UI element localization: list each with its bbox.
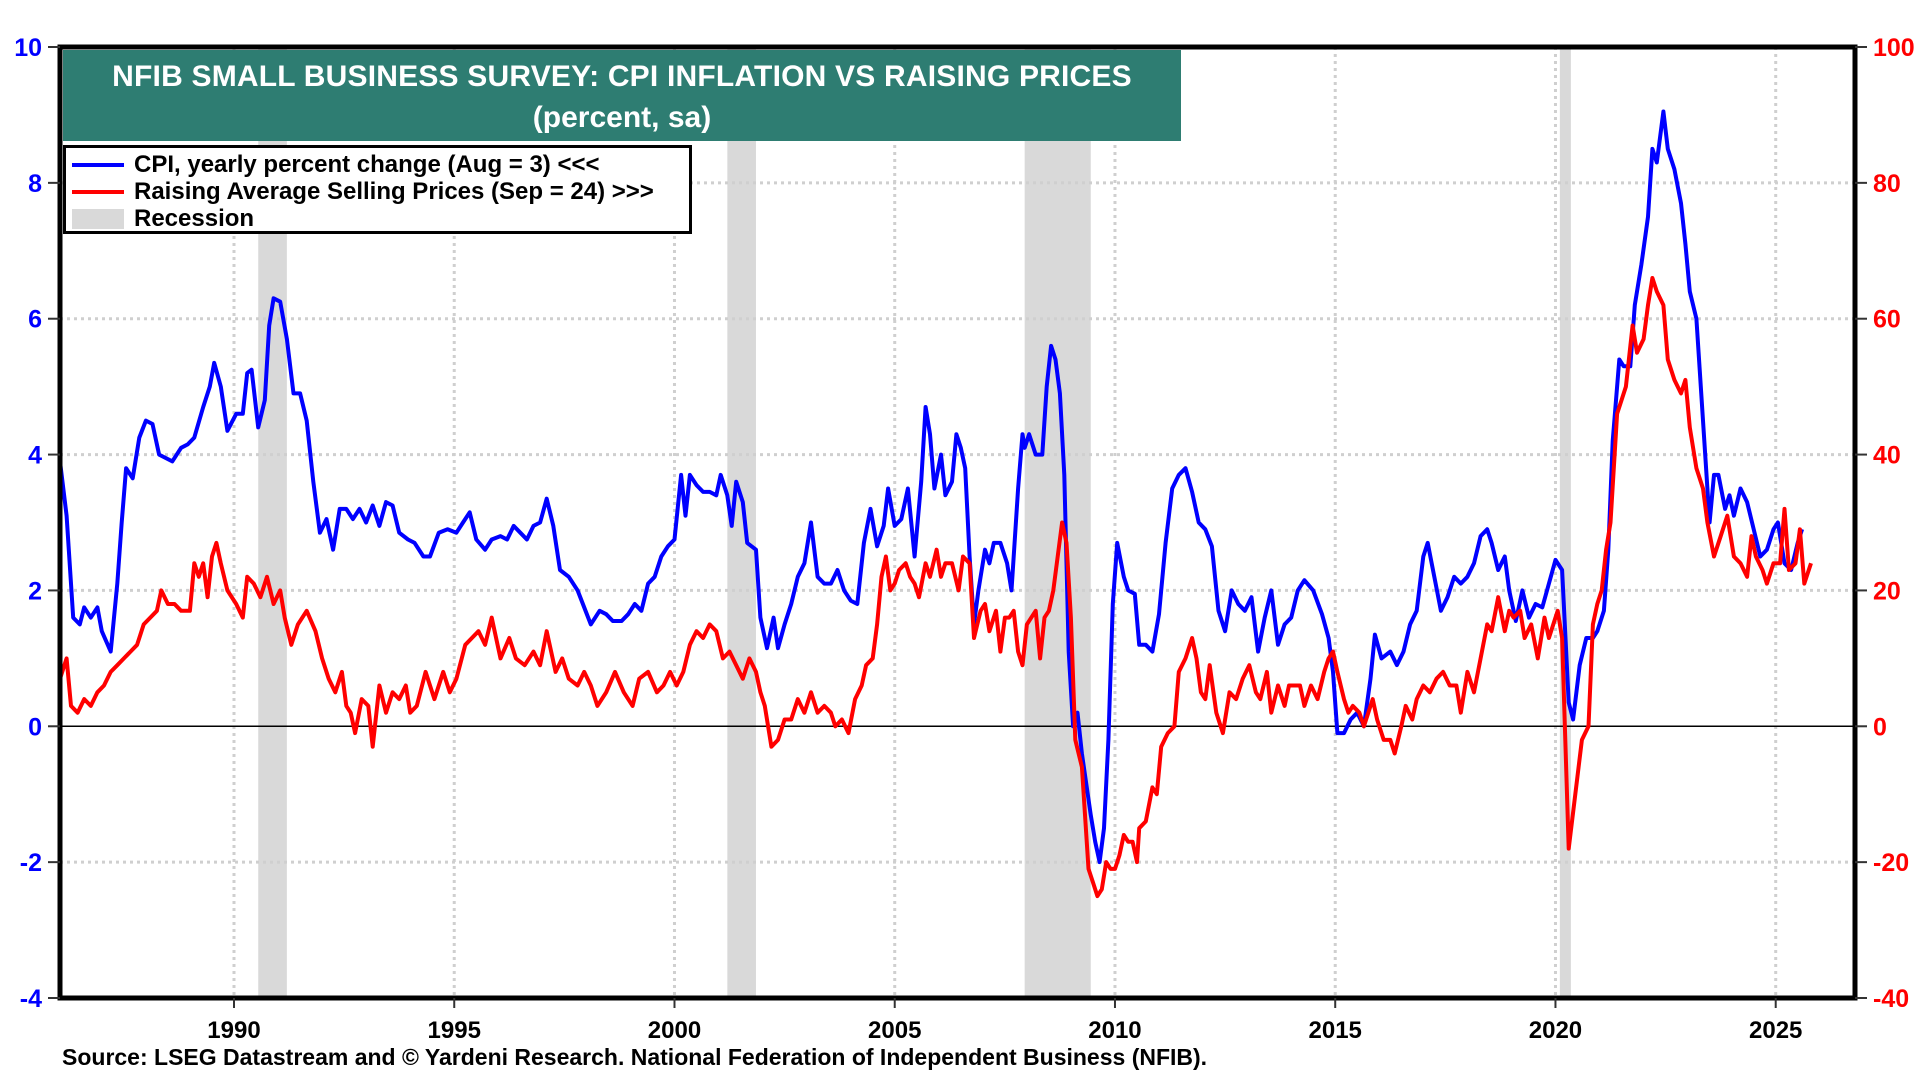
- tick-label-x: 2015: [1309, 1017, 1362, 1044]
- legend-label-prices: Raising Average Selling Prices (Sep = 24…: [134, 177, 654, 205]
- tick-label-left: 2: [28, 577, 42, 605]
- source-note: Source: LSEG Datastream and © Yardeni Re…: [62, 1044, 1208, 1070]
- tick-label-right: 0: [1873, 713, 1887, 741]
- chart-title: NFIB SMALL BUSINESS SURVEY: CPI INFLATIO…: [112, 60, 1132, 93]
- legend-item-cpi: CPI, yearly percent change (Aug = 3) <<<: [72, 151, 600, 178]
- tick-label-left: 8: [28, 170, 42, 198]
- tick-label-right: -20: [1873, 849, 1909, 877]
- tick-label-left: 10: [14, 34, 42, 62]
- legend-label-recession: Recession: [134, 204, 255, 232]
- recession-band: [1024, 47, 1091, 998]
- tick-label-x: 1995: [428, 1017, 481, 1044]
- tick-label-left: 6: [28, 306, 42, 334]
- series-lines: [58, 109, 1813, 899]
- recession-band: [1559, 47, 1571, 998]
- legend-swatch-cpi: [72, 162, 124, 167]
- plot-frame: [57, 44, 1858, 1001]
- series-line-selling-prices: [58, 276, 1813, 899]
- legend-item-prices: Raising Average Selling Prices (Sep = 24…: [72, 178, 654, 205]
- tick-label-left: 4: [28, 442, 42, 470]
- chart-subtitle: (percent, sa): [532, 101, 712, 134]
- tick-label-right: 100: [1873, 34, 1915, 62]
- tick-label-x: 1990: [207, 1017, 260, 1044]
- legend-swatch-recession: [72, 208, 124, 229]
- tick-label-x: 2025: [1749, 1017, 1802, 1044]
- tick-label-x: 2005: [868, 1017, 921, 1044]
- legend: CPI, yearly percent change (Aug = 3) <<<…: [63, 145, 692, 234]
- tick-label-left: 0: [28, 713, 42, 741]
- chart-title-box: NFIB SMALL BUSINESS SURVEY: CPI INFLATIO…: [63, 50, 1181, 141]
- legend-label-cpi: CPI, yearly percent change (Aug = 3) <<<: [134, 150, 600, 178]
- tick-label-right: -40: [1873, 985, 1909, 1013]
- tick-label-left: -2: [20, 849, 42, 877]
- tick-label-right: 60: [1873, 306, 1901, 334]
- tick-label-right: 80: [1873, 170, 1901, 198]
- tick-label-left: -4: [20, 985, 42, 1013]
- tick-label-right: 20: [1873, 577, 1901, 605]
- tick-label-x: 2020: [1529, 1017, 1582, 1044]
- tick-label-x: 2000: [648, 1017, 701, 1044]
- tick-label-x: 2010: [1088, 1017, 1141, 1044]
- legend-item-recession: Recession: [72, 205, 254, 232]
- tick-label-right: 40: [1873, 442, 1901, 470]
- legend-swatch-prices: [72, 189, 124, 194]
